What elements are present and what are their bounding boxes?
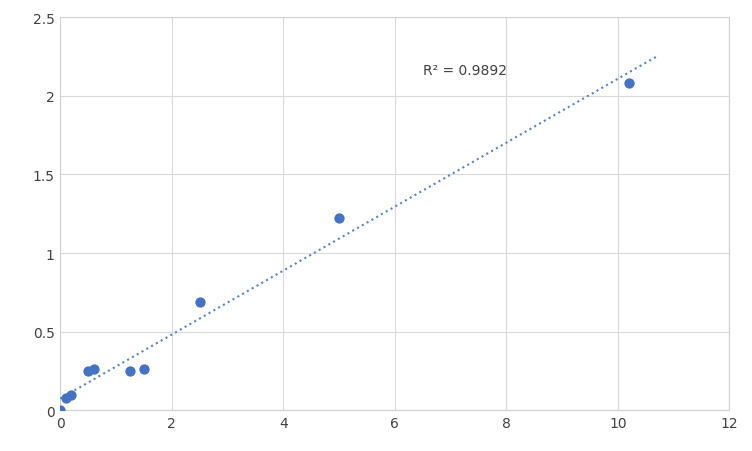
Point [124, 368, 136, 375]
Point [65, 391, 77, 398]
Point [87, 366, 99, 373]
Point [623, 80, 635, 87]
Point [193, 299, 205, 306]
Point [59, 394, 71, 401]
Point [333, 215, 345, 222]
Point [54, 407, 66, 414]
Point [138, 366, 150, 373]
Point [82, 368, 94, 375]
Text: R² = 0.9892: R² = 0.9892 [423, 64, 507, 78]
